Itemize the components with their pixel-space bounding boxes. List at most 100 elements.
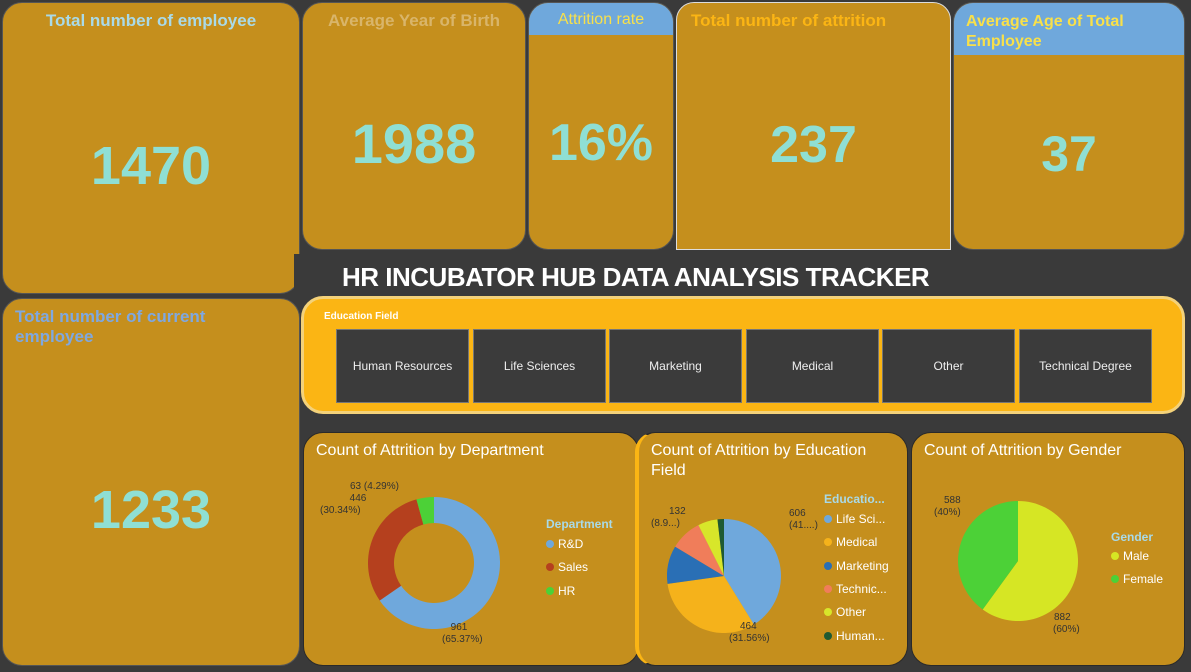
dept-legend-sales[interactable]: Sales (546, 560, 588, 574)
kpi-current-employee-value: 1233 (90, 480, 212, 540)
medical-dot-icon (824, 538, 832, 546)
kpi-attrition-rate-label: Attrition rate (557, 11, 645, 28)
gender-female-label-pct: (40%) (934, 507, 961, 518)
dashboard-title-bar: HR INCUBATOR HUB DATA ANALYSIS TRACKER (294, 254, 1185, 294)
chart-education-title-line1: Count of Attrition by Education (651, 442, 867, 459)
slicer-option-technical-degree[interactable]: Technical Degree (1019, 329, 1152, 403)
edu-legend-other[interactable]: Other (824, 605, 866, 619)
dept-legend-hr-label: HR (558, 584, 576, 598)
gender-pie (958, 501, 1078, 621)
gender-female-label-value: 588 (944, 495, 961, 506)
dept-rd-label-pct: (65.37%) (442, 634, 483, 645)
slicer-option-human-resources[interactable]: Human Resources (336, 329, 469, 403)
kpi-current-employee-label: Total number of current employee (15, 307, 206, 346)
dept-legend-hr[interactable]: HR (546, 584, 575, 598)
dept-legend-title: Department (546, 517, 613, 531)
kpi-avg-birth-year-value: 1988 (351, 112, 477, 175)
edu-medical-label-pct: (31.56%) (729, 633, 770, 644)
edu-legend-marketing[interactable]: Marketing (824, 559, 889, 573)
edu-legend-technical[interactable]: Technic... (824, 582, 887, 596)
edu-medical-label-value: 464 (740, 621, 757, 632)
other-slice[interactable] (698, 519, 724, 576)
edu-life-label-value: 606 (789, 508, 806, 519)
kpi-total-employee-value: 1470 (90, 136, 212, 196)
female-dot-icon (1111, 575, 1119, 583)
edu-life-label-pct: (41....) (789, 520, 818, 531)
kpi-avg-age-header (954, 3, 1184, 55)
sales-slice[interactable] (368, 499, 424, 601)
gender-legend-male-label: Male (1123, 549, 1150, 563)
hr-slice[interactable] (416, 497, 434, 525)
education-field-slicer: Education Field Human Resources Life Sci… (301, 296, 1185, 414)
gender-male-label-value: 882 (1054, 612, 1071, 623)
edu-legend-life-label: Life Sci... (836, 512, 886, 526)
kpi-avg-age-value: 37 (1041, 126, 1097, 182)
male-slice[interactable] (982, 501, 1078, 621)
edu-legend-human-label: Human... (836, 629, 885, 643)
slicer-option-life-sciences[interactable]: Life Sciences (473, 329, 606, 403)
education-pie (667, 519, 781, 633)
medical-slice[interactable] (667, 576, 754, 633)
female-slice[interactable] (958, 501, 1018, 610)
chart-department-title: Count of Attrition by Department (316, 442, 544, 459)
edu-legend-marketing-label: Marketing (836, 559, 889, 573)
hr-dot-icon (546, 587, 554, 595)
kpi-attrition-rate: Attrition rate 16% (528, 2, 674, 250)
rd-dot-icon (546, 540, 554, 548)
edu-legend-technical-label: Technic... (836, 582, 887, 596)
chart-gender-title: Count of Attrition by Gender (924, 442, 1122, 459)
sales-dot-icon (546, 563, 554, 571)
slicer-label: Education Field (324, 311, 399, 322)
technical-dot-icon (824, 585, 832, 593)
male-dot-icon (1111, 552, 1119, 560)
dept-legend-sales-label: Sales (558, 560, 589, 574)
chart-attrition-by-department: Count of Attrition by Department 63 (4.2… (303, 432, 639, 666)
slicer-option-other[interactable]: Other (882, 329, 1015, 403)
dept-legend-rd[interactable]: R&D (546, 537, 583, 551)
edu-tech-label-value: 132 (669, 506, 686, 517)
dept-sales-label-value: 446 (349, 493, 367, 504)
kpi-attrition-rate-header (529, 3, 673, 35)
department-donut (368, 497, 500, 629)
kpi-attrition-rate-value: 16% (548, 114, 654, 172)
kpi-avg-age-label: Average Age of Total Employee (966, 13, 1124, 50)
edu-legend-medical[interactable]: Medical (824, 535, 877, 549)
edu-legend-medical-label: Medical (836, 535, 878, 549)
life-sciences-slice[interactable] (724, 519, 781, 625)
other-dot-icon (824, 608, 832, 616)
kpi-total-employee-label: Total number of employee (45, 11, 257, 30)
chart-education-title-line2: Field (651, 462, 686, 479)
kpi-total-employee: Total number of employee 1470 (2, 2, 300, 294)
marketing-dot-icon (824, 562, 832, 570)
kpi-avg-birth-year: Average Year of Birth 1988 (302, 2, 526, 250)
kpi-avg-age: Average Age of Total Employee 37 (953, 2, 1185, 250)
rd-slice[interactable] (379, 497, 500, 629)
edu-legend-other-label: Other (836, 605, 867, 619)
edu-tech-label-pct: (8.9...) (651, 518, 680, 529)
chart-attrition-by-gender: Count of Attrition by Gender 588 (40%) 8… (911, 432, 1185, 666)
dashboard-title: HR INCUBATOR HUB DATA ANALYSIS TRACKER (342, 262, 930, 292)
dept-legend-rd-label: R&D (558, 537, 584, 551)
gender-legend-title: Gender (1111, 530, 1154, 544)
human-resources-slice[interactable] (717, 519, 724, 576)
edu-legend-title: Educatio... (824, 492, 885, 506)
slicer-option-medical[interactable]: Medical (746, 329, 879, 403)
edu-legend-human-resources[interactable]: Human... (824, 629, 885, 643)
life-sciences-dot-icon (824, 515, 832, 523)
gender-legend-male[interactable]: Male (1111, 549, 1149, 563)
chart-attrition-by-education: Count of Attrition by Education Field 60… (635, 432, 908, 666)
human-resources-dot-icon (824, 632, 832, 640)
gender-legend-female-label: Female (1123, 572, 1164, 586)
kpi-current-employee: Total number of current employee 1233 (2, 298, 300, 666)
dept-sales-label-pct: (30.34%) (320, 505, 361, 516)
slicer-option-marketing[interactable]: Marketing (609, 329, 742, 403)
dept-hr-label: 63 (4.29%) (350, 481, 399, 492)
kpi-total-attrition-value: 237 (770, 116, 857, 174)
kpi-total-attrition-label: Total number of attrition (691, 11, 887, 30)
marketing-slice[interactable] (667, 546, 724, 584)
edu-legend-life-sciences[interactable]: Life Sci... (824, 512, 885, 526)
technical-degree-slice[interactable] (675, 525, 724, 576)
gender-male-label-pct: (60%) (1053, 624, 1080, 635)
kpi-total-attrition: Total number of attrition 237 (676, 2, 951, 250)
gender-legend-female[interactable]: Female (1111, 572, 1163, 586)
